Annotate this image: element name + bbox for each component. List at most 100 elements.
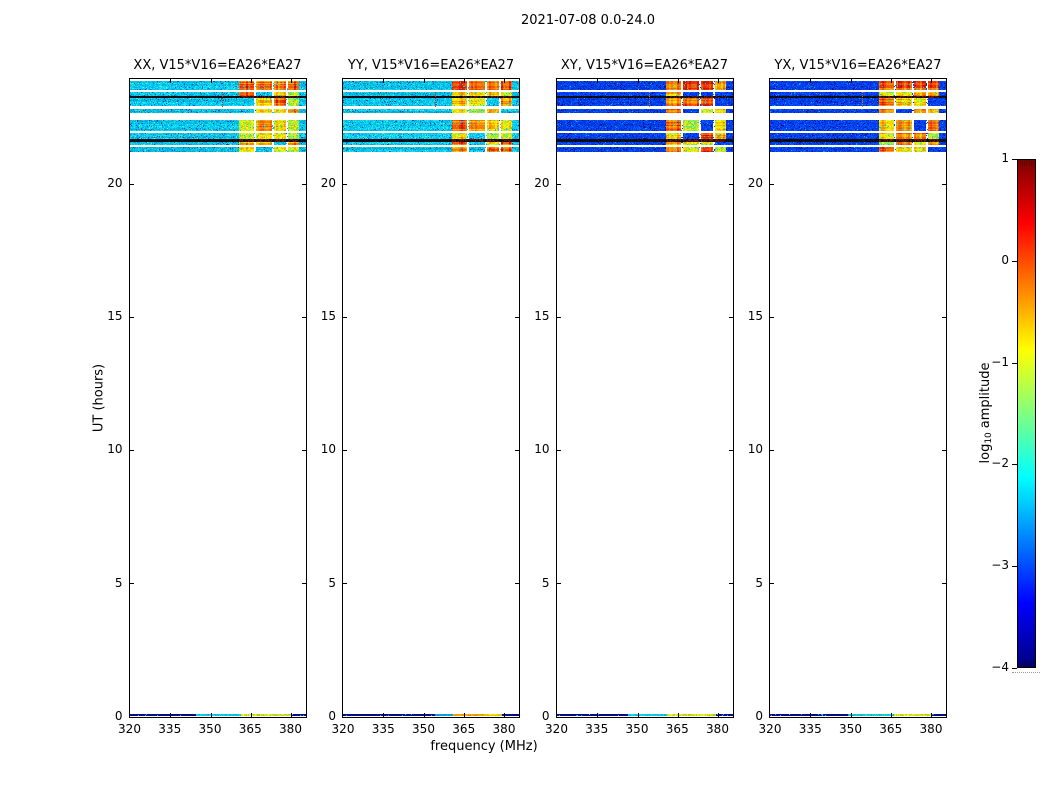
y-tick-label: 10 <box>534 442 550 457</box>
x-tick-mark-bottom <box>596 713 598 717</box>
spectrogram-canvas-yy <box>343 79 519 152</box>
colorbar-label-suffix: amplitude <box>978 362 993 429</box>
y-tick-mark-left <box>556 317 561 318</box>
colorbar-end-hatch <box>1033 160 1035 166</box>
colorbar-amplitude-label: log10 amplitude <box>978 363 994 464</box>
panel-xy <box>555 78 734 718</box>
colorbar-end-hatch <box>1031 661 1032 667</box>
x-tick-mark-top <box>851 79 852 83</box>
y-tick-label: 15 <box>747 309 763 323</box>
x-tick-mark-bottom <box>250 713 252 717</box>
y-tick-label: 10 <box>747 442 763 457</box>
x-tick-label: 350 <box>839 722 862 736</box>
colorbar-tick-mark <box>1012 464 1017 465</box>
x-tick-mark-bottom <box>717 713 719 717</box>
hour0-stripe-canvas-xy <box>556 714 733 716</box>
colorbar-end-hatch <box>1021 661 1023 667</box>
x-axis-label: frequency (MHz) <box>430 739 538 754</box>
y-tick-mark-left <box>129 317 134 318</box>
y-tick-mark-right <box>301 317 306 318</box>
x-tick-mark-top <box>931 79 932 83</box>
colorbar-tick-mark <box>1012 159 1017 160</box>
panel-xx <box>128 78 307 718</box>
y-tick-mark-right <box>728 184 733 185</box>
colorbar-label-subscript: 10 <box>984 432 994 444</box>
x-tick-label: 350 <box>412 722 435 736</box>
y-tick-mark-right <box>515 184 519 185</box>
x-tick-label: 380 <box>706 722 729 736</box>
y-tick-mark-left <box>770 583 774 584</box>
x-tick-label: 380 <box>919 722 943 736</box>
colorbar-end-hatch <box>1019 661 1021 667</box>
x-tick-mark-top <box>717 79 719 83</box>
y-tick-mark-left <box>343 583 347 584</box>
colorbar-label-text: log <box>978 443 993 464</box>
y-tick-label: 20 <box>534 175 550 190</box>
x-tick-mark-bottom <box>424 713 425 717</box>
spectrogram-canvas-xx <box>129 79 306 152</box>
colorbar-tick-mark <box>1012 261 1017 262</box>
panel-yx <box>769 78 947 718</box>
x-tick-label: 335 <box>371 722 395 736</box>
colorbar-end-hatch <box>1028 661 1030 667</box>
y-tick-label: 5 <box>541 575 550 590</box>
x-tick-mark-bottom <box>851 713 852 717</box>
x-tick-mark-top <box>383 79 384 83</box>
y-tick-mark-right <box>301 583 306 584</box>
x-tick-mark-bottom <box>169 713 171 717</box>
x-tick-mark-bottom <box>464 713 465 717</box>
x-tick-label: 365 <box>238 722 262 736</box>
colorbar-end-hatch <box>1033 661 1035 667</box>
x-tick-mark-top <box>677 79 679 83</box>
x-tick-label: 380 <box>492 722 516 736</box>
y-tick-mark-right <box>942 583 946 584</box>
colorbar-end-hatch <box>1026 661 1028 667</box>
y-tick-mark-right <box>728 583 733 584</box>
figure-title: 2021-07-08 0.0-24.0 <box>521 13 655 28</box>
colorbar-tick-label: 1 <box>1001 151 1009 165</box>
x-tick-mark-top <box>596 79 598 83</box>
x-tick-mark-top <box>210 79 212 83</box>
x-tick-mark-bottom <box>290 713 292 717</box>
colorbar-tick-mark <box>1012 566 1017 567</box>
y-tick-label: 10 <box>107 442 123 457</box>
x-tick-mark-bottom <box>891 713 892 717</box>
y-tick-mark-left <box>129 450 134 451</box>
y-tick-mark-right <box>301 450 306 451</box>
y-tick-mark-left <box>770 317 774 318</box>
colorbar-tick-label: 0 <box>1001 253 1009 267</box>
y-axis-label: UT (hours) <box>91 363 107 433</box>
x-tick-mark-top <box>169 79 171 83</box>
hour0-stripe-canvas-yy <box>343 714 519 716</box>
x-tick-mark-top <box>250 79 252 83</box>
x-tick-label: 335 <box>158 722 182 736</box>
y-tick-label: 0 <box>328 709 336 723</box>
y-tick-mark-left <box>556 184 561 185</box>
y-tick-mark-right <box>301 184 306 185</box>
y-tick-mark-left <box>343 184 347 185</box>
y-tick-mark-right <box>515 317 519 318</box>
y-tick-label: 0 <box>755 709 763 723</box>
x-tick-label: 320 <box>331 722 355 736</box>
colorbar-end-hatch <box>1031 160 1032 166</box>
colorbar-tick-label: −3 <box>991 558 1009 572</box>
y-tick-mark-left <box>129 184 134 185</box>
y-tick-label: 10 <box>320 442 336 457</box>
colorbar-gradient <box>1017 159 1036 668</box>
x-tick-mark-bottom <box>677 713 679 717</box>
y-tick-mark-left <box>129 583 134 584</box>
x-tick-label: 350 <box>625 722 649 736</box>
y-tick-mark-right <box>515 583 519 584</box>
x-tick-mark-bottom <box>210 713 212 717</box>
x-tick-mark-top <box>637 79 639 83</box>
x-tick-mark-top <box>810 79 811 83</box>
x-tick-mark-top <box>891 79 892 83</box>
x-tick-mark-bottom <box>504 713 505 717</box>
x-tick-label: 320 <box>118 722 141 736</box>
colorbar-bottom-dotted-line <box>1012 672 1040 673</box>
x-tick-label: 365 <box>452 722 476 736</box>
panel-title-xx: XX, V15*V16=EA26*EA27 <box>133 58 302 73</box>
y-tick-mark-left <box>343 450 347 451</box>
colorbar-end-hatch <box>1021 160 1023 166</box>
